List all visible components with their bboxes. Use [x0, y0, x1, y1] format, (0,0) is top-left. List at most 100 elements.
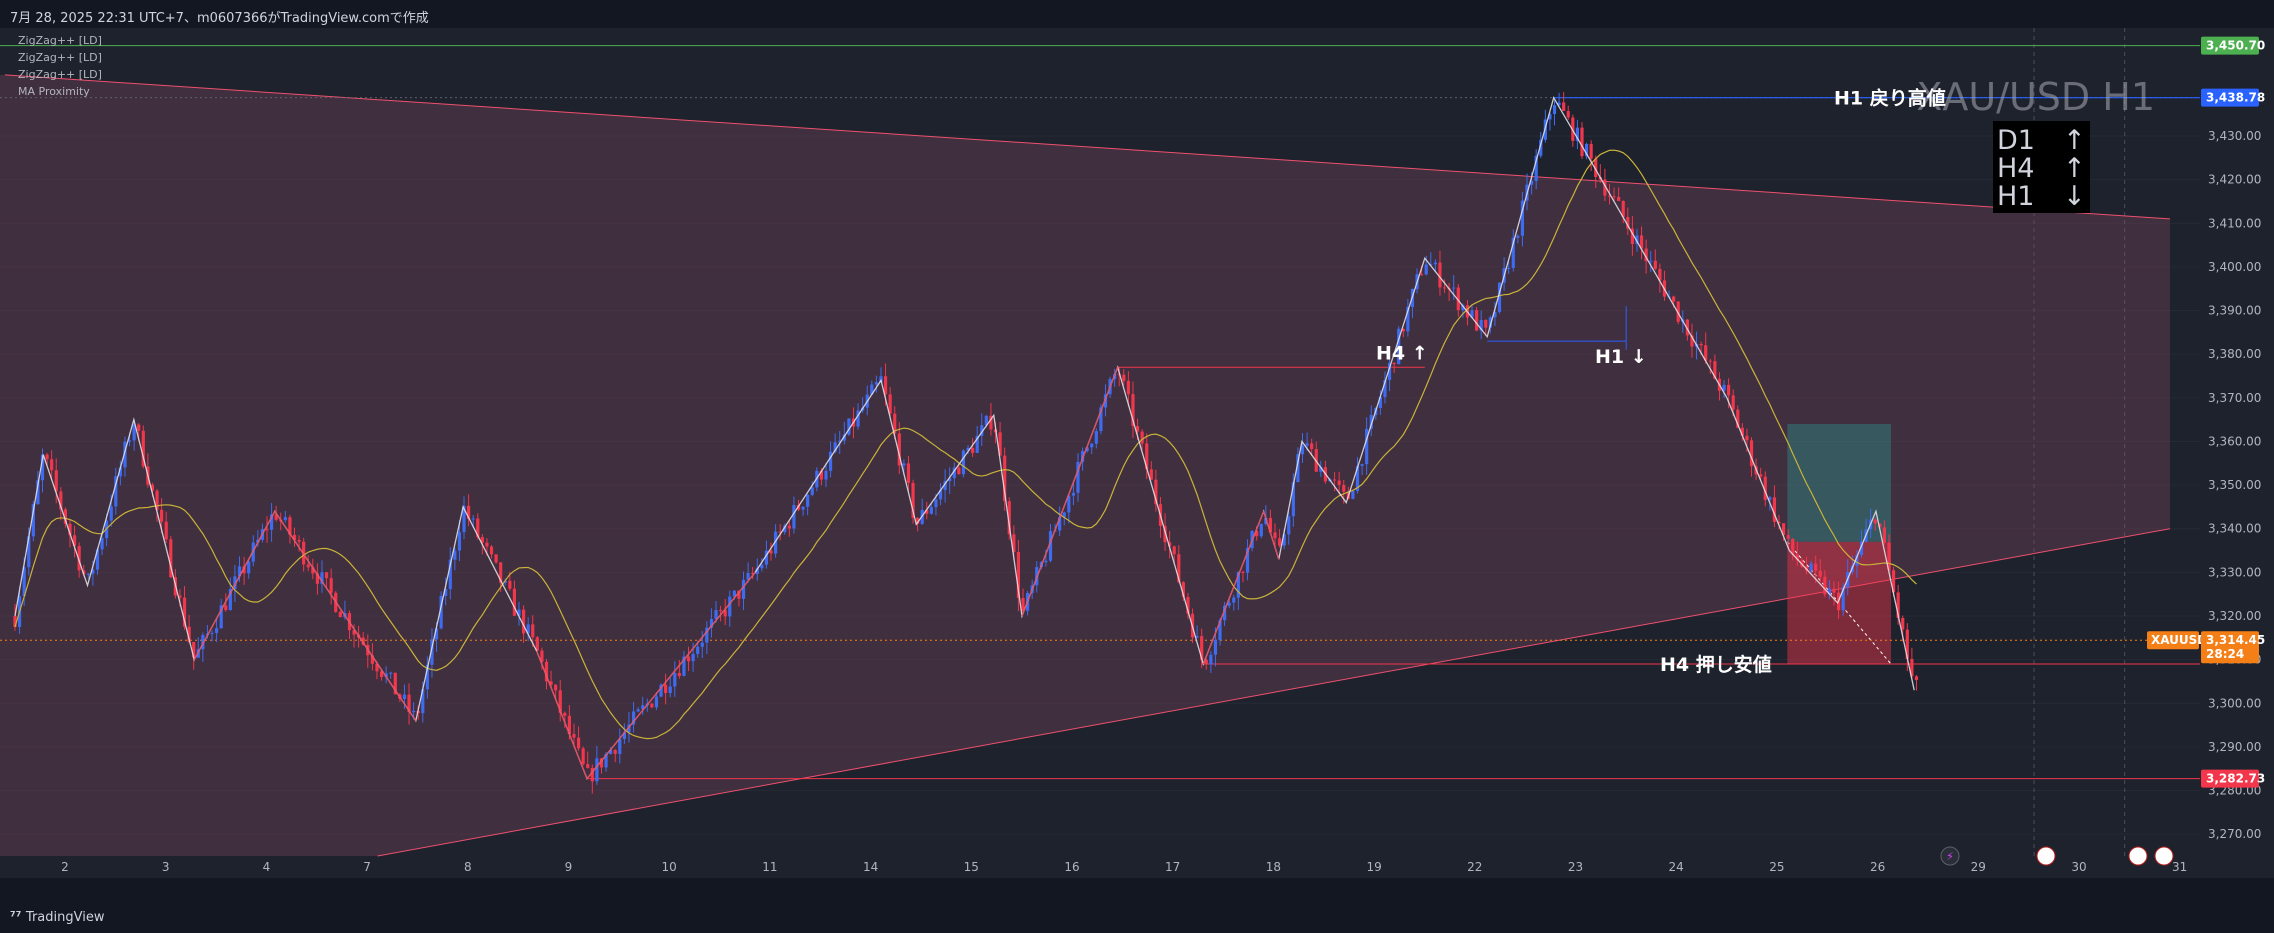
lightning-event-icon[interactable] [1940, 846, 1960, 866]
trend-arrow-icon: ↓ [2063, 181, 2086, 212]
candle-body [897, 433, 901, 466]
us-event-icon[interactable] [2154, 846, 2174, 866]
candle-body [1557, 102, 1561, 106]
candle-body [1818, 570, 1822, 577]
price-chart[interactable]: ZigZag++ [LD] ZigZag++ [LD] ZigZag++ [LD… [0, 28, 2274, 878]
candle-body [448, 559, 452, 590]
candle-body [1255, 530, 1259, 537]
candle-body [1896, 592, 1900, 618]
candle-body [1727, 384, 1731, 396]
candle-body [1204, 659, 1208, 665]
candle-body [746, 573, 750, 580]
candle-body [1442, 287, 1447, 289]
candle-body [618, 739, 622, 754]
candle-body [741, 579, 746, 599]
price-tick-label: 3,380.00 [2208, 347, 2261, 361]
candle-body [572, 734, 576, 738]
candle-body [622, 732, 626, 740]
candle-body [1300, 445, 1305, 455]
candle-body [1749, 440, 1754, 467]
candle-body [489, 546, 494, 555]
candle-body [764, 550, 769, 565]
candle-body [288, 517, 292, 535]
indicator-label[interactable]: ZigZag++ [LD] [18, 51, 102, 64]
candle-body [182, 597, 187, 627]
candle-body [1644, 248, 1648, 262]
candle-body [1575, 127, 1580, 141]
price-tick-label: 3,420.00 [2208, 173, 2261, 187]
candle-body [1016, 552, 1021, 599]
time-tick-label: 2 [61, 860, 69, 874]
candle-body [1603, 179, 1607, 196]
candle-body [269, 514, 274, 530]
zigzag-alt-leg [274, 510, 417, 722]
candle-body [1351, 490, 1355, 499]
price-axis[interactable]: 3,270.003,280.003,290.003,300.003,310.00… [2200, 28, 2274, 878]
candle-body [338, 611, 342, 618]
candle-body [1319, 467, 1323, 472]
candle-body [1007, 501, 1011, 535]
candle-body [462, 505, 466, 533]
candle-body [187, 626, 191, 642]
candle-body [1891, 570, 1896, 593]
time-tick-label: 17 [1165, 860, 1180, 874]
candle-body [178, 595, 182, 598]
chart-area[interactable]: ZigZag++ [LD] ZigZag++ [LD] ZigZag++ [LD… [0, 28, 2274, 878]
candle-body [1511, 237, 1515, 269]
candle-body [1122, 374, 1126, 381]
candle-body [72, 535, 77, 546]
candle-body [700, 642, 704, 647]
us-event-icon[interactable] [2128, 846, 2148, 866]
candle-body [627, 724, 631, 733]
economic-events[interactable]: ⚡ [1940, 846, 2174, 866]
price-tick-label: 3,270.00 [2208, 827, 2261, 841]
time-axis[interactable]: 2 3 4 7 8 9 10 11 14 15 16 17 18 19 22 23 24 25 26 29 30 31 [0, 858, 2274, 878]
candle-body [1759, 474, 1763, 477]
candle-body [1090, 443, 1094, 448]
candle-body [503, 580, 507, 583]
candle-body [224, 605, 228, 611]
candle-body [1332, 479, 1337, 481]
candle-body [434, 628, 439, 640]
candle-body [916, 517, 920, 524]
price-tick-label: 3,330.00 [2208, 565, 2261, 579]
us-event-icon[interactable] [2036, 846, 2056, 866]
candle-body [471, 518, 475, 520]
candle-body [847, 418, 851, 435]
price-tick-label: 3,300.00 [2208, 696, 2261, 710]
indicator-label[interactable]: MA Proximity [18, 85, 90, 98]
indicator-label[interactable]: ZigZag++ [LD] [18, 68, 102, 81]
candle-body [801, 506, 805, 510]
candle-body [1181, 582, 1185, 597]
price-tick-label: 3,360.00 [2208, 434, 2261, 448]
time-tick-label: 15 [964, 860, 979, 874]
candle-body [352, 630, 356, 635]
candle-body [838, 440, 842, 443]
candle-body [1745, 435, 1749, 441]
candle-body [1658, 268, 1662, 281]
indicator-label[interactable]: ZigZag++ [LD] [18, 34, 102, 47]
time-tick-label: 22 [1467, 860, 1482, 874]
candle-body [888, 394, 892, 414]
candle-body [508, 580, 512, 589]
candle-body [444, 589, 448, 596]
tradingview-logo[interactable]: ⁷⁷ TradingView [10, 910, 104, 925]
candle-body [1901, 617, 1905, 630]
candle-body [691, 653, 695, 662]
candle-body [40, 454, 45, 481]
zigzag-alt-leg [586, 572, 756, 779]
candle-body [842, 434, 846, 441]
time-tick-label: 26 [1870, 860, 1885, 874]
price-tick-label: 3,400.00 [2208, 260, 2261, 274]
candle-body [155, 490, 159, 510]
candle-body [1369, 415, 1373, 429]
candle-body [247, 561, 251, 574]
candle-body [1763, 476, 1767, 500]
candle-body [123, 441, 127, 468]
candle-body [929, 507, 933, 514]
candle-body [1566, 110, 1570, 118]
candle-body [1310, 443, 1314, 449]
candle-body [810, 487, 814, 495]
candle-body [526, 624, 530, 634]
